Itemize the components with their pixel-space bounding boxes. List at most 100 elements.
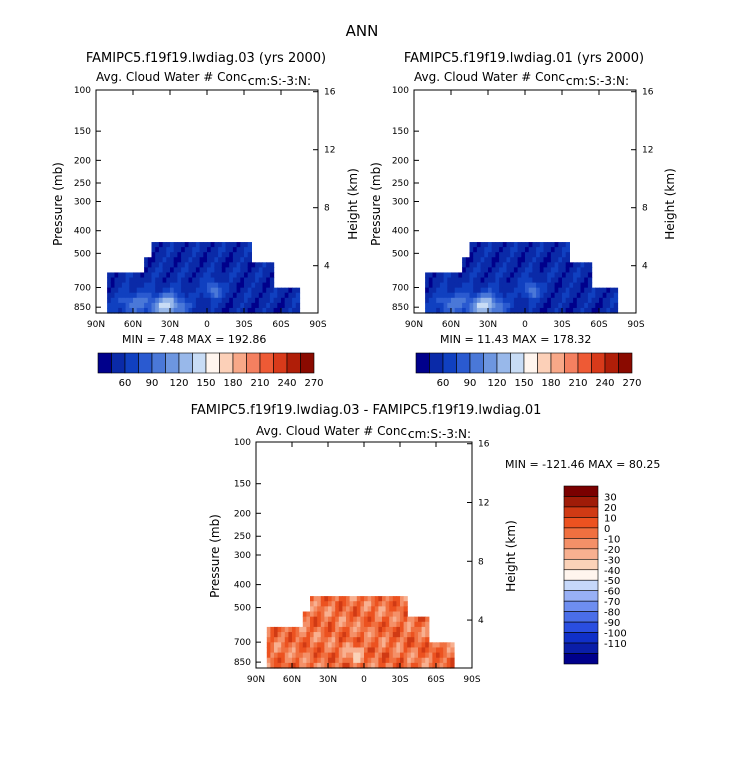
field-cell	[158, 247, 164, 253]
field-cell	[177, 242, 182, 248]
field-cell	[346, 637, 351, 643]
field-cell	[367, 601, 372, 607]
field-cell	[313, 616, 318, 623]
field-cell	[338, 626, 343, 633]
field-cell	[335, 606, 340, 613]
field-cell	[118, 297, 123, 304]
colorbar-label: -10	[604, 534, 620, 545]
field-cell	[281, 297, 286, 304]
field-cell	[550, 287, 556, 294]
field-cell	[558, 252, 563, 258]
field-cell	[258, 267, 264, 274]
field-cell	[299, 647, 304, 654]
field-cell	[573, 292, 578, 299]
field-cell	[338, 616, 343, 623]
field-cell	[317, 662, 322, 669]
field-cell	[443, 287, 448, 294]
field-cell	[510, 302, 515, 309]
field-cell	[277, 652, 282, 659]
field-cell	[273, 292, 278, 299]
field-cell	[158, 262, 164, 268]
field-cell	[320, 637, 325, 643]
field-cell	[499, 282, 504, 289]
field-cell	[525, 307, 530, 314]
field-cell	[133, 272, 138, 279]
field-cell	[476, 292, 482, 299]
field-cell	[532, 262, 537, 268]
field-cell	[221, 297, 227, 304]
field-cell	[266, 297, 271, 304]
field-cell	[480, 242, 485, 248]
field-cell	[269, 297, 275, 304]
field-cell	[269, 287, 275, 294]
field-cell	[364, 616, 369, 623]
field-cell	[610, 292, 615, 299]
field-cell	[451, 287, 456, 294]
field-cell	[218, 247, 223, 253]
field-cell	[353, 637, 358, 643]
field-cell	[207, 307, 212, 314]
field-cell	[192, 287, 197, 294]
panel-3-axes: 90N 60N 30N 0 30S 60S 90S100150200250300400500…	[234, 438, 490, 685]
field-cell	[392, 626, 397, 633]
field-cell	[277, 292, 282, 299]
field-cell	[550, 277, 556, 284]
field-cell	[302, 616, 307, 623]
field-cell	[488, 242, 493, 248]
field-cell	[310, 606, 315, 613]
field-cell	[473, 257, 478, 263]
field-cell	[110, 292, 116, 299]
field-cell	[558, 242, 563, 248]
field-cell	[378, 616, 383, 623]
field-cell	[173, 242, 178, 248]
field-cell	[210, 247, 215, 253]
field-cell	[320, 606, 325, 613]
colorbar-label: -40	[604, 566, 620, 577]
field-cell	[266, 657, 271, 664]
field-cell	[465, 272, 471, 279]
field-cell	[147, 277, 153, 284]
field-cell	[576, 302, 582, 309]
field-cell	[374, 657, 379, 664]
field-cell	[606, 307, 611, 314]
field-cell	[151, 257, 156, 263]
field-cell	[229, 252, 234, 258]
field-cell	[396, 611, 401, 618]
field-cell	[277, 626, 282, 633]
field-cell	[281, 292, 286, 299]
field-cell	[181, 262, 186, 268]
field-cell	[385, 626, 390, 633]
field-cell	[458, 307, 463, 314]
colorbar-label: -70	[604, 597, 620, 608]
field-cell	[554, 302, 559, 309]
field-cell	[425, 652, 430, 659]
field-cell	[543, 272, 548, 279]
field-cell	[425, 307, 430, 314]
field-cell	[462, 287, 467, 294]
field-cell	[525, 302, 530, 309]
field-cell	[177, 277, 182, 284]
field-cell	[400, 616, 405, 623]
field-cell	[188, 267, 193, 274]
field-cell	[436, 657, 441, 664]
field-cell	[407, 616, 412, 623]
field-cell	[288, 632, 293, 638]
field-cell	[177, 252, 182, 258]
field-cell	[281, 632, 286, 638]
height-tick-label: 4	[478, 616, 484, 626]
field-cell	[458, 272, 463, 279]
field-cell	[374, 606, 379, 613]
field-cell	[140, 282, 145, 289]
field-cell	[536, 277, 541, 284]
field-cell	[454, 287, 459, 294]
field-cell	[580, 292, 585, 299]
field-cell	[218, 302, 223, 309]
field-cell	[418, 647, 423, 654]
field-cell	[425, 626, 430, 633]
field-cell	[488, 247, 493, 253]
field-cell	[199, 277, 204, 284]
field-cell	[244, 262, 249, 268]
field-cell	[166, 252, 171, 258]
field-cell	[550, 307, 556, 314]
field-cell	[335, 662, 340, 669]
